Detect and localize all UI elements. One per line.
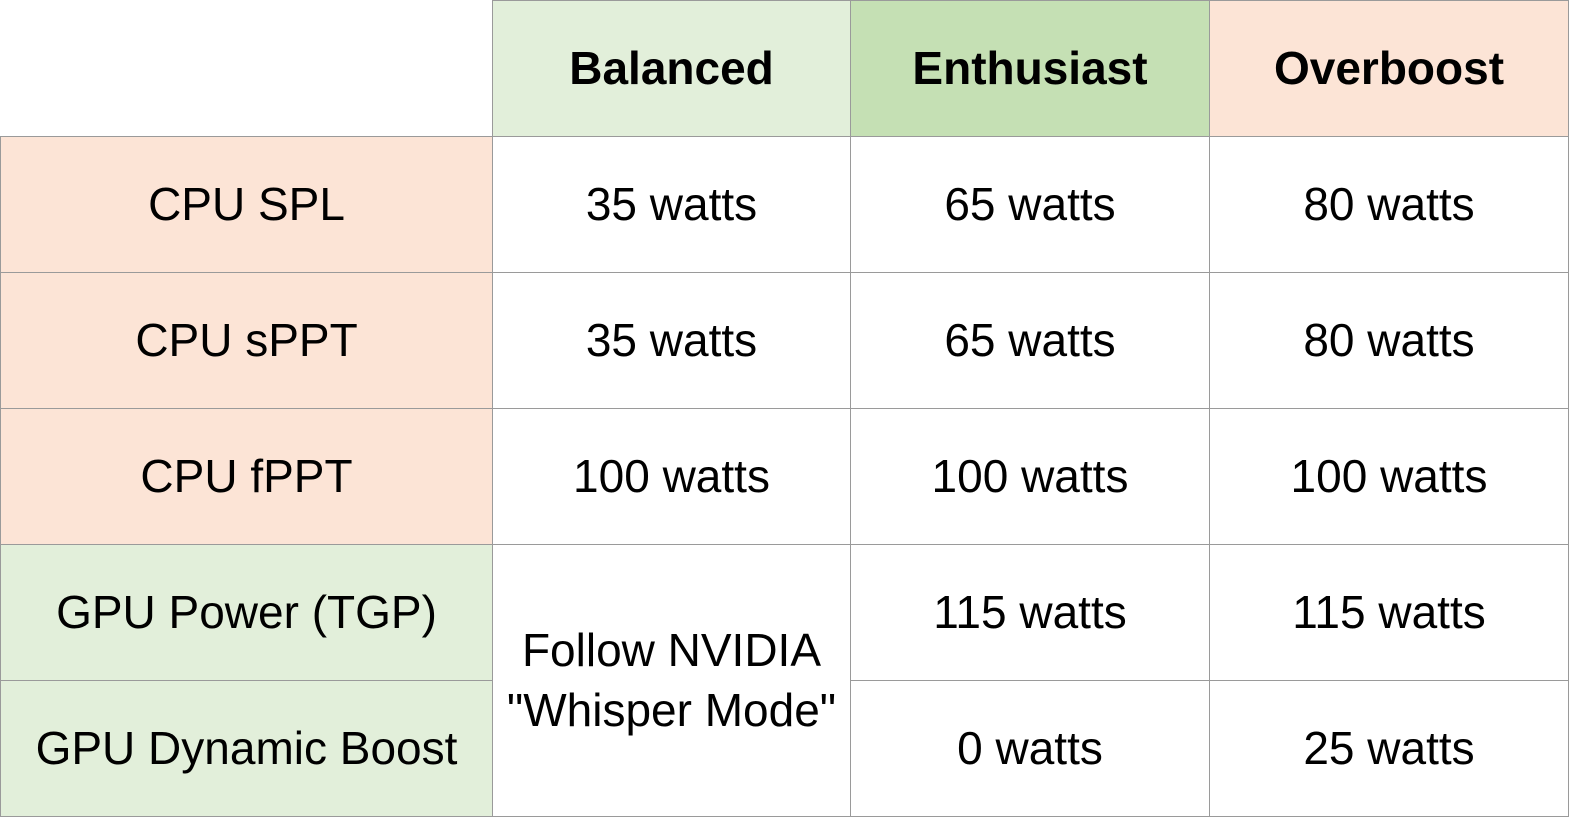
table-cell: 100 watts [1209, 408, 1569, 545]
row-label-gpu-power: GPU Power (TGP) [0, 544, 493, 681]
table-cell: 35 watts [492, 272, 851, 409]
row-label-cpu-spl: CPU SPL [0, 136, 493, 273]
corner-cell [0, 0, 493, 137]
column-header-enthusiast: Enthusiast [850, 0, 1210, 137]
table-cell: 115 watts [1209, 544, 1569, 681]
row-label-cpu-sppt: CPU sPPT [0, 272, 493, 409]
table-row: CPU SPL 35 watts 65 watts 80 watts [0, 136, 1569, 273]
table-cell: 25 watts [1209, 680, 1569, 817]
table-cell: 80 watts [1209, 272, 1569, 409]
table-cell: 65 watts [850, 136, 1210, 273]
column-header-balanced: Balanced [492, 0, 851, 137]
table-row: GPU Power (TGP) Follow NVIDIA "Whisper M… [0, 544, 1569, 817]
table-cell: 0 watts [850, 680, 1210, 817]
merged-cell-line-1: Follow NVIDIA [521, 623, 822, 676]
row-label-gpu-dynamic-boost: GPU Dynamic Boost [0, 680, 493, 817]
table-row: GPU Dynamic Boost 0 watts 25 watts [0, 680, 1569, 817]
column-header-overboost: Overboost [1209, 0, 1569, 137]
table-cell: 35 watts [492, 136, 851, 273]
header-row: Balanced Enthusiast Overboost [0, 0, 1569, 137]
table-row: CPU sPPT 35 watts 65 watts 80 watts [0, 272, 1569, 409]
table-cell: 100 watts [850, 408, 1210, 545]
table-row: CPU fPPT 100 watts 100 watts 100 watts [0, 408, 1569, 545]
merged-cell-whisper-mode: Follow NVIDIA "Whisper Mode" [492, 544, 851, 817]
power-profile-table: Balanced Enthusiast Overboost CPU SPL 35… [0, 0, 1569, 817]
table-cell: 65 watts [850, 272, 1210, 409]
table-cell: 100 watts [492, 408, 851, 545]
table-cell: 80 watts [1209, 136, 1569, 273]
table-cell: 115 watts [850, 544, 1210, 681]
row-label-cpu-fppt: CPU fPPT [0, 408, 493, 545]
merged-cell-line-2: "Whisper Mode" [506, 683, 837, 736]
